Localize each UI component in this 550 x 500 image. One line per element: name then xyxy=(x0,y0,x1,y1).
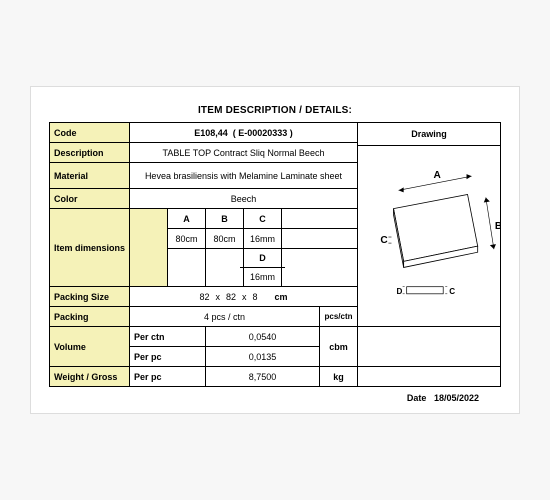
spec-grid: Code E108,44 ( E-00020333 ) Drawing xyxy=(49,122,501,387)
dim-c: 16mm xyxy=(244,229,282,249)
vol-right-blank xyxy=(358,327,501,367)
weight-perpc-label: Per pc xyxy=(130,367,206,387)
label-volume: Volume xyxy=(50,327,130,367)
value-packing-size: 82 x 82 x 8 cm xyxy=(130,287,358,307)
unit-packing: pcs/ctn xyxy=(320,307,358,327)
dim-head-b: B xyxy=(206,209,244,229)
label-drawing: Drawing xyxy=(358,123,500,146)
drawing-label-c2: C xyxy=(449,287,455,296)
drawing-panel: Drawing A xyxy=(358,123,501,327)
packsize-unit: cm xyxy=(275,292,288,302)
value-material: Hevea brasiliensis with Melamine Laminat… xyxy=(130,163,358,189)
dim-head-a: A xyxy=(168,209,206,229)
value-code: E108,44 ( E-00020333 ) xyxy=(130,123,358,143)
dim-b: 80cm xyxy=(206,229,244,249)
sheet-title: ITEM DESCRIPTION / DETAILS: xyxy=(49,105,501,116)
label-weight: Weight / Gross xyxy=(50,367,130,387)
drawing-label-a: A xyxy=(433,170,441,181)
dim-head-c: C xyxy=(244,209,282,229)
dim-row2-blank3 xyxy=(282,249,358,287)
label-date: Date xyxy=(407,393,427,403)
label-packing-size: Packing Size xyxy=(50,287,130,307)
vol-perctn-label: Per ctn xyxy=(130,327,206,347)
code-main: E108,44 xyxy=(194,128,228,138)
weight-perpc: 8,7500 xyxy=(206,367,320,387)
date-row: Date 18/05/2022 xyxy=(49,387,501,403)
weight-right-blank xyxy=(358,367,501,387)
label-item-dimensions: Item dimensions xyxy=(50,209,130,287)
value-packing: 4 pcs / ctn xyxy=(130,307,320,327)
dim-row1-blank xyxy=(282,229,358,249)
vol-perctn: 0,0540 xyxy=(206,327,320,347)
unit-volume: cbm xyxy=(320,327,358,367)
packsize-l: 82 xyxy=(199,292,209,302)
vol-perpc-label: Per pc xyxy=(130,347,206,367)
label-packing: Packing xyxy=(50,307,130,327)
code-alt: ( E-00020333 ) xyxy=(233,128,293,138)
label-color: Color xyxy=(50,189,130,209)
packsize-x2: x xyxy=(242,292,247,302)
label-material: Material xyxy=(50,163,130,189)
value-date: 18/05/2022 xyxy=(434,393,479,403)
drawing-label-b: B xyxy=(495,221,500,232)
packsize-w: 82 xyxy=(226,292,236,302)
dim-spacer xyxy=(130,209,168,287)
drawing-body: A B C D C xyxy=(358,146,500,326)
drawing-label-c: C xyxy=(380,235,388,246)
dim-row2-blank1 xyxy=(168,249,206,287)
value-description: TABLE TOP Contract Sliq Normal Beech xyxy=(130,143,358,163)
label-code: Code xyxy=(50,123,130,143)
spec-sheet: ITEM DESCRIPTION / DETAILS: Code E108,44… xyxy=(30,86,520,414)
drawing-label-d: D xyxy=(397,287,403,296)
dim-head-d: D16mm xyxy=(244,249,282,287)
packsize-x1: x xyxy=(215,292,220,302)
label-description: Description xyxy=(50,143,130,163)
dim-row2-blank2 xyxy=(206,249,244,287)
packsize-h: 8 xyxy=(252,292,257,302)
unit-weight: kg xyxy=(320,367,358,387)
dim-a: 80cm xyxy=(168,229,206,249)
value-color: Beech xyxy=(130,189,358,209)
dim-head-blank xyxy=(282,209,358,229)
vol-perpc: 0,0135 xyxy=(206,347,320,367)
